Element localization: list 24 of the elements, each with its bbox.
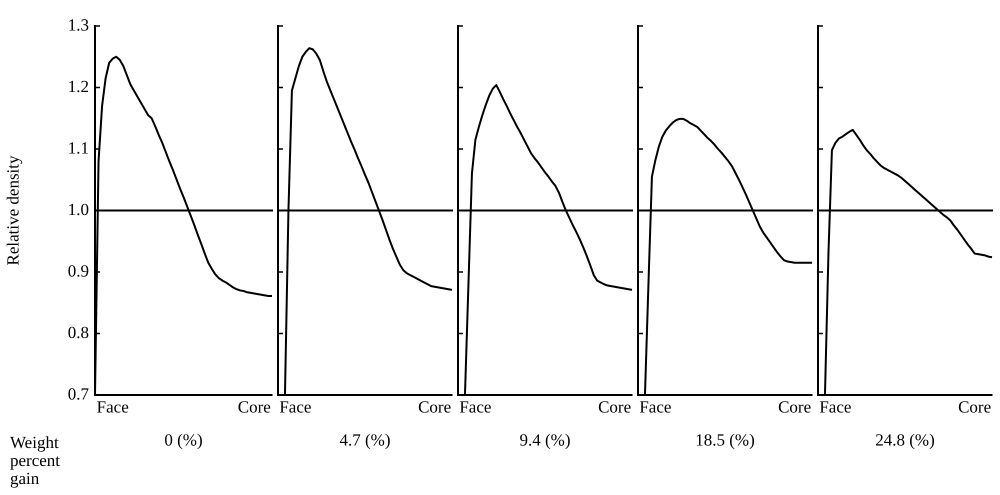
x-tick-label: Core <box>598 398 632 417</box>
x-axis-title: 9.4 (%) <box>520 430 570 450</box>
x-tick-label: Face <box>819 398 852 417</box>
x-axis-title: 24.8 (%) <box>875 430 935 450</box>
x-tick-label: Face <box>279 398 312 417</box>
x-axis-title: 0 (%) <box>164 430 203 450</box>
y-tick-label: 0.7 <box>68 384 90 404</box>
x-axis-title: 4.7 (%) <box>340 430 390 450</box>
y-tick-label: 1.3 <box>68 15 89 34</box>
y-tick-label: 1.0 <box>68 200 89 219</box>
x-tick-label: Face <box>96 398 129 417</box>
x-tick-label: Core <box>958 398 992 417</box>
y-axis-title: Relative density <box>4 155 23 266</box>
y-tick-label: 0.8 <box>68 322 89 342</box>
x-tick-label: Core <box>778 398 812 417</box>
x-axis-title: 18.5 (%) <box>695 430 755 450</box>
text: Weight percent gain <box>10 432 60 488</box>
y-tick-label: 1.2 <box>68 76 89 96</box>
x-tick-label: Face <box>639 398 672 417</box>
x-tick-label: Core <box>238 398 271 417</box>
x-tick-label: Core <box>418 398 452 417</box>
x-tick-label: Face <box>459 398 492 417</box>
y-tick-label: 0.9 <box>68 261 89 280</box>
y-tick-label: 1.1 <box>68 138 89 158</box>
